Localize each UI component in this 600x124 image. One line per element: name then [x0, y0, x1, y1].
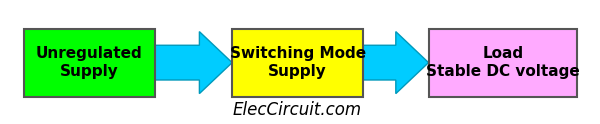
- FancyBboxPatch shape: [428, 29, 577, 97]
- Text: ElecCircuit.com: ElecCircuit.com: [233, 101, 362, 119]
- FancyArrow shape: [363, 32, 428, 94]
- FancyBboxPatch shape: [232, 29, 363, 97]
- Text: Load
Stable DC voltage: Load Stable DC voltage: [426, 46, 580, 79]
- Text: Unregulated
Supply: Unregulated Supply: [36, 46, 143, 79]
- Text: Switching Mode
Supply: Switching Mode Supply: [230, 46, 365, 79]
- FancyBboxPatch shape: [24, 29, 155, 97]
- FancyArrow shape: [155, 32, 232, 94]
